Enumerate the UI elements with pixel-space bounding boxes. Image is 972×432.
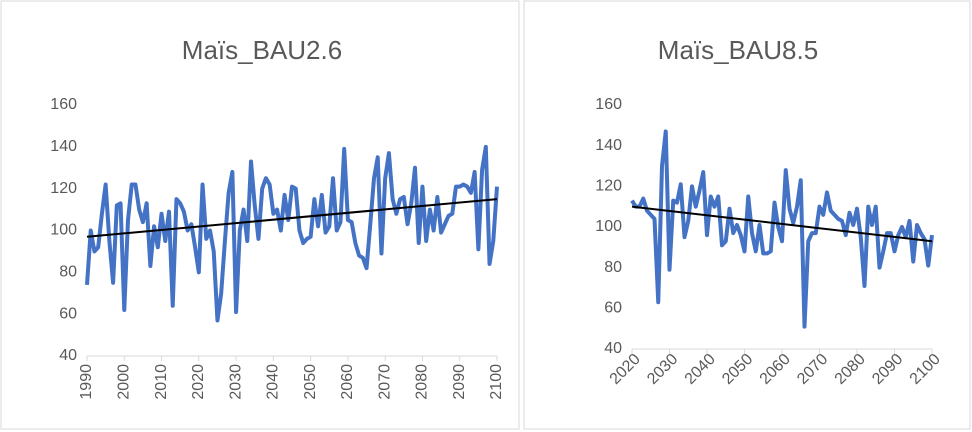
chart-frame xyxy=(0,0,520,430)
x-tick-label: 2040 xyxy=(265,364,282,400)
y-tick-label: 100 xyxy=(595,218,622,235)
y-tick-label: 40 xyxy=(59,347,77,364)
y-tick-label: 120 xyxy=(595,178,622,195)
y-tick-label: 100 xyxy=(50,222,77,239)
y-tick-label: 140 xyxy=(595,137,622,154)
chart-title: Maïs_BAU2.6 xyxy=(182,35,342,65)
y-tick-label: 60 xyxy=(59,305,77,322)
x-tick-label: 2100 xyxy=(907,351,944,388)
y-tick-label: 160 xyxy=(50,96,77,113)
y-tick-label: 120 xyxy=(50,180,77,197)
x-tick-label: 2070 xyxy=(376,364,393,400)
x-tick-label: 2010 xyxy=(153,364,170,400)
chart-frame xyxy=(523,0,971,430)
y-tick-label: 140 xyxy=(50,138,77,155)
x-tick-label: 2080 xyxy=(832,351,869,388)
x-tick-label: 2030 xyxy=(227,364,244,400)
y-tick-label: 80 xyxy=(604,259,622,276)
x-tick-label: 2050 xyxy=(302,364,319,400)
y-tick-label: 160 xyxy=(595,96,622,113)
y-tick-label: 60 xyxy=(604,300,622,317)
x-tick-label: 2060 xyxy=(757,351,794,388)
trend-line xyxy=(631,205,933,243)
data-line xyxy=(630,129,934,329)
x-tick-label: 2030 xyxy=(644,351,681,388)
x-tick-label: 2040 xyxy=(682,351,719,388)
x-tick-label: 2100 xyxy=(488,364,505,400)
chart-title: Maïs_BAU8.5 xyxy=(658,35,818,65)
x-tick-label: 2000 xyxy=(115,364,132,400)
x-tick-label: 2090 xyxy=(869,351,906,388)
x-tick-label: 2020 xyxy=(190,364,207,400)
y-tick-label: 80 xyxy=(59,264,77,281)
trend-line xyxy=(86,198,498,238)
x-tick-label: 2050 xyxy=(719,351,756,388)
x-tick-label: 2060 xyxy=(339,364,356,400)
x-tick-label: 2070 xyxy=(794,351,831,388)
x-tick-label: 2080 xyxy=(414,364,431,400)
x-tick-label: 1990 xyxy=(78,364,95,400)
data-line xyxy=(85,144,499,323)
y-tick-label: 40 xyxy=(604,340,622,357)
x-tick-label: 2090 xyxy=(451,364,468,400)
